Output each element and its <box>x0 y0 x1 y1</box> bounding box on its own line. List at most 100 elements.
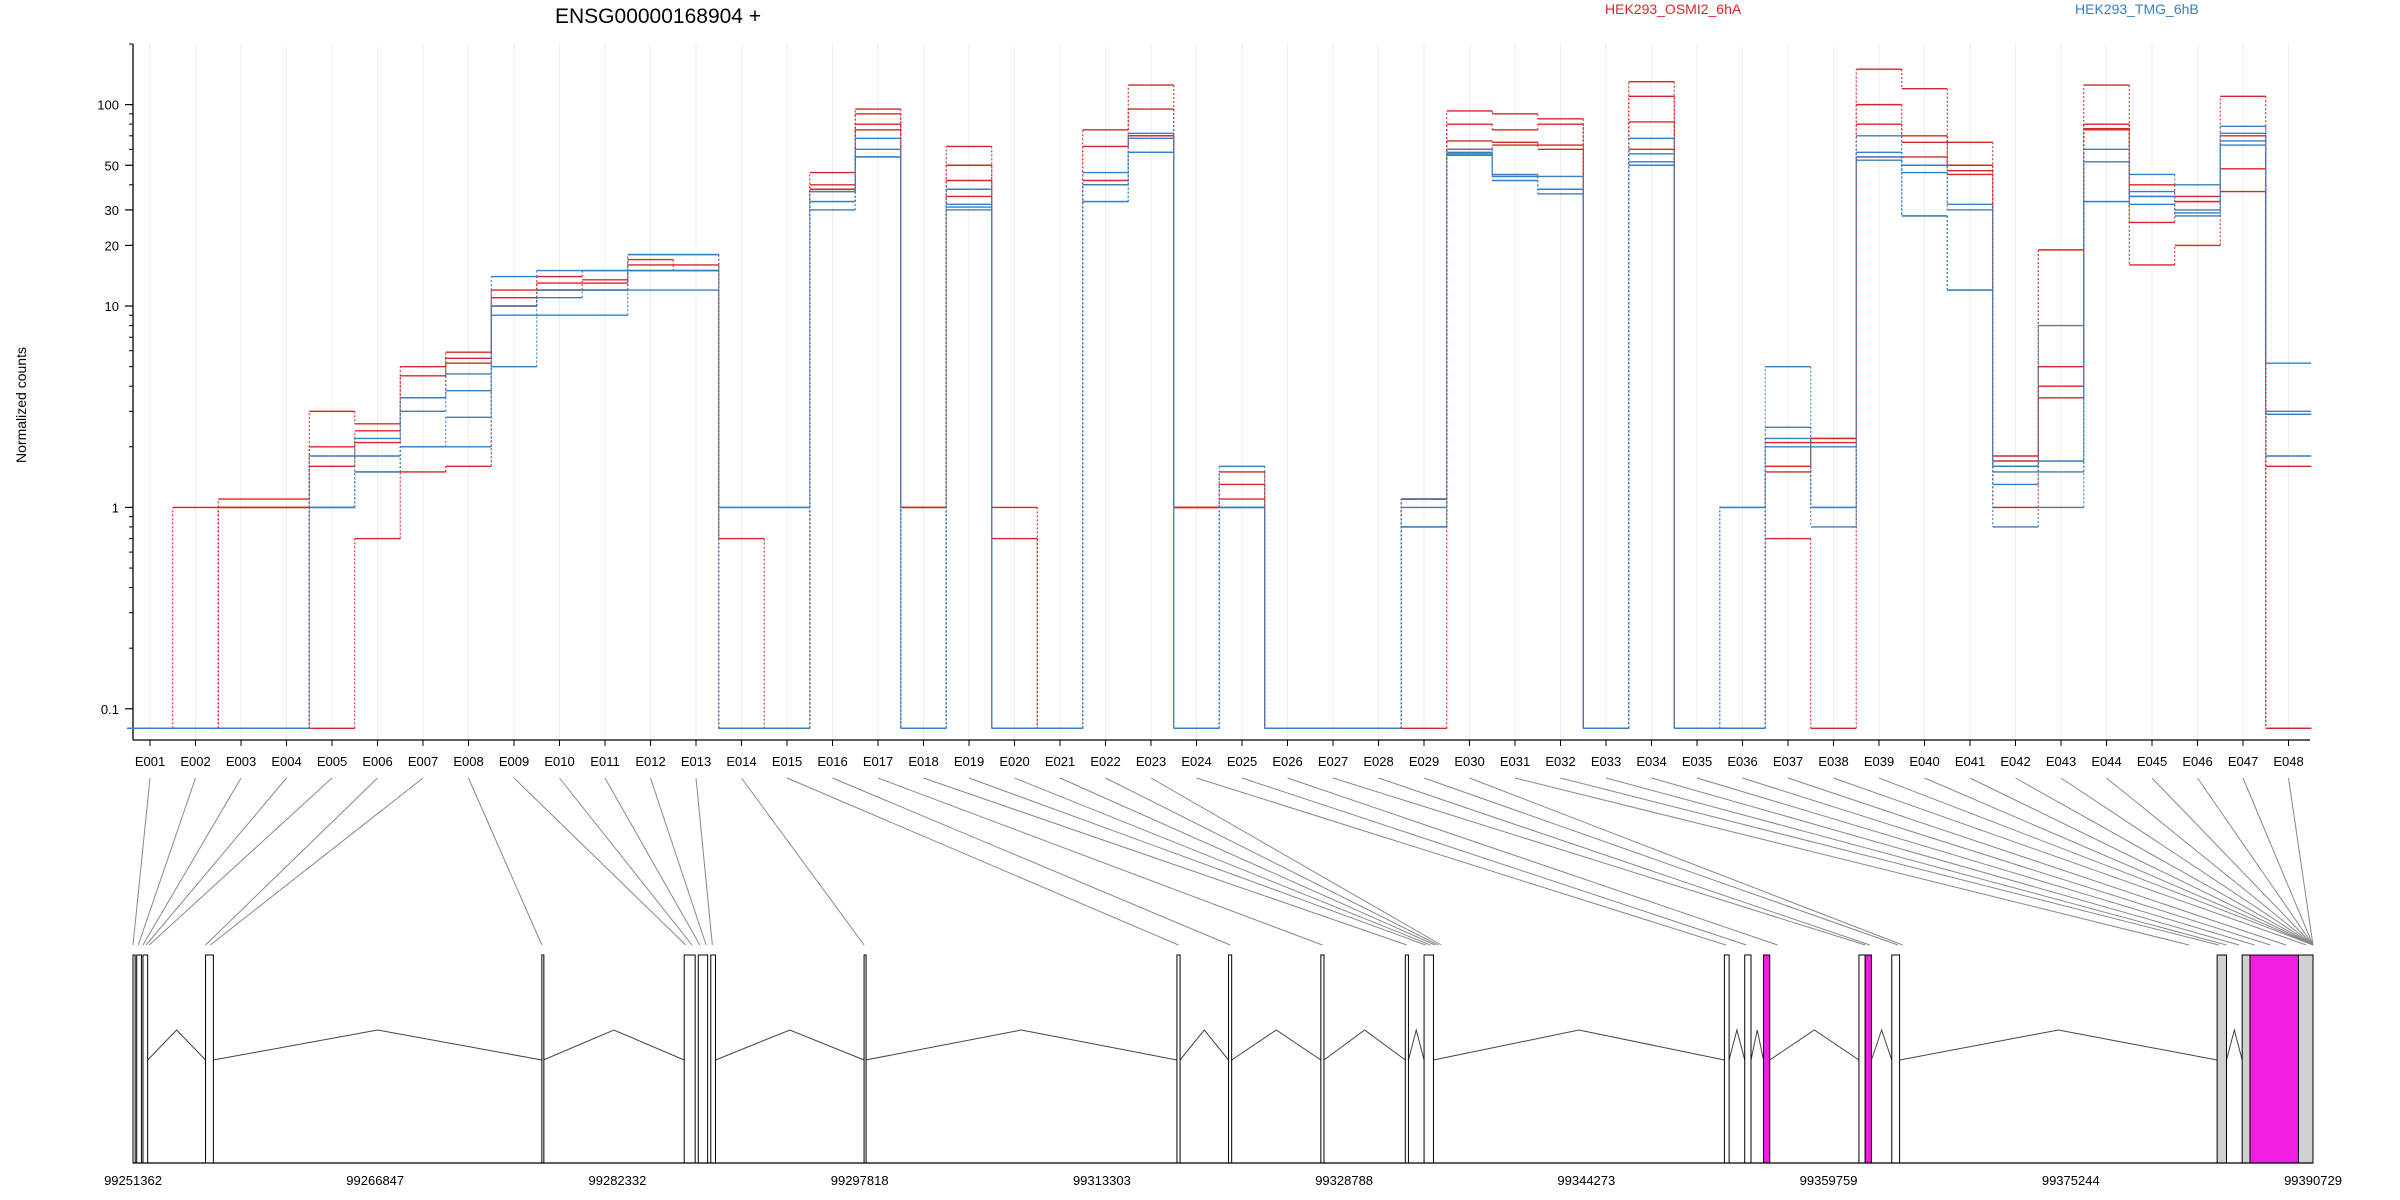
genomic-tick-label: 99251362 <box>104 1173 162 1188</box>
exon-connector <box>1833 777 2307 946</box>
x-tick-label: E044 <box>2091 754 2121 769</box>
intron-line <box>1231 1029 1322 1061</box>
x-tick-label: E001 <box>135 754 165 769</box>
x-tick-label: E030 <box>1454 754 1484 769</box>
series-line <box>127 68 2312 730</box>
exon-connector <box>923 777 1408 946</box>
intron-line <box>1769 1029 1860 1061</box>
genomic-tick-label: 99359759 <box>1800 1173 1858 1188</box>
x-tick-label: E023 <box>1136 754 1166 769</box>
exon-connector <box>1150 777 1442 946</box>
intron-line <box>1728 1028 1746 1061</box>
x-tick-label: E007 <box>408 754 438 769</box>
y-tick-label: 0.1 <box>101 702 119 717</box>
exon-connectors <box>132 777 2314 946</box>
x-tick-label: E014 <box>726 754 756 769</box>
x-tick-label: E048 <box>2273 754 2303 769</box>
exon-connector <box>559 777 693 946</box>
x-tick-label: E032 <box>1545 754 1575 769</box>
x-tick-label: E025 <box>1227 754 1257 769</box>
exon-connector <box>1196 777 1727 946</box>
exon-connector <box>604 777 701 946</box>
exon-connector <box>148 777 333 946</box>
exon-connector <box>1924 777 2314 946</box>
exon-connector <box>1332 777 1866 946</box>
genomic-tick-label: 99344273 <box>1557 1173 1615 1188</box>
intron-line <box>213 1029 542 1061</box>
exon-block <box>1423 954 1434 1164</box>
x-tick-label: E039 <box>1864 754 1894 769</box>
genomic-tick-label: 99328788 <box>1315 1173 1373 1188</box>
exon-connector <box>1605 777 2227 946</box>
exon-block <box>1744 954 1752 1164</box>
y-tick-label: 10 <box>105 299 119 314</box>
x-tick-label: E018 <box>908 754 938 769</box>
plot-area: 0.1 1 10 20 30 50 100 E001 E002 E003 E004 E005 E006 E… <box>97 43 2312 769</box>
y-tick-label: 30 <box>105 203 119 218</box>
intron-line <box>1407 1028 1425 1061</box>
exon-block <box>710 954 716 1164</box>
y-tick-label: 100 <box>97 98 119 113</box>
exon-connector <box>142 777 242 946</box>
exon-block <box>863 954 867 1164</box>
x-tick-label: E022 <box>1090 754 1120 769</box>
exon-connector <box>1059 777 1436 946</box>
x-tick-label: E008 <box>453 754 483 769</box>
exon-connector <box>1560 777 2219 946</box>
x-tick-label: E019 <box>954 754 984 769</box>
x-tick-label: E011 <box>590 754 619 769</box>
intron-line <box>147 1029 206 1061</box>
exon-block <box>1404 954 1409 1164</box>
exon-connector <box>695 777 713 946</box>
exon-block <box>142 954 149 1164</box>
intron-line <box>1323 1029 1406 1061</box>
exon-block <box>1864 954 1872 1164</box>
chart-title: ENSG00000168904 + <box>555 5 761 28</box>
exon-connector <box>877 777 1323 946</box>
x-tick-label: E038 <box>1818 754 1848 769</box>
x-tick-label: E027 <box>1318 754 1348 769</box>
exon-block <box>1891 954 1901 1164</box>
x-tick-label: E036 <box>1727 754 1757 769</box>
x-tick-label: E017 <box>863 754 893 769</box>
y-tick-label: 1 <box>112 500 119 515</box>
x-tick-label: E013 <box>681 754 711 769</box>
intron-line <box>1433 1029 1725 1061</box>
intron-line <box>1870 1028 1893 1061</box>
exon-connector <box>1469 777 1903 946</box>
exon-block <box>136 954 142 1164</box>
exon-connector <box>1696 777 2255 946</box>
exon-block <box>2216 954 2228 1164</box>
exon-block <box>683 954 696 1164</box>
genomic-tick-label: 99313303 <box>1073 1173 1131 1188</box>
x-tick-label: E015 <box>772 754 802 769</box>
exon-connector <box>786 777 1179 946</box>
exon-block <box>2297 954 2314 1164</box>
exon-connector <box>1423 777 1899 946</box>
exon-block <box>205 954 214 1164</box>
exon-block <box>2249 954 2299 1164</box>
exon-connector <box>2288 777 2314 946</box>
exon-connector <box>513 777 687 946</box>
exon-connector <box>1014 777 1431 946</box>
exon-connector <box>650 777 707 946</box>
x-tick-label: E034 <box>1636 754 1666 769</box>
exon-connector <box>132 777 151 946</box>
series-line <box>127 144 2312 730</box>
gene-model: 99251362 99266847 99282332 99297818 99313303… <box>104 954 2342 1188</box>
series-line <box>127 95 2312 730</box>
x-tick-label: E042 <box>2000 754 2030 769</box>
exon-connector <box>1651 777 2240 946</box>
exon-connector <box>2015 777 2314 946</box>
x-tick-label: E021 <box>1045 754 1075 769</box>
exon-block <box>1228 954 1233 1164</box>
y-tick-label: 50 <box>105 158 119 173</box>
y-axis-label: Normalized counts <box>13 347 29 463</box>
x-tick-label: E029 <box>1409 754 1439 769</box>
exon-connector <box>741 777 865 946</box>
intron-line <box>1179 1029 1229 1061</box>
genomic-tick-label: 99375244 <box>2042 1173 2100 1188</box>
x-tick-label: E006 <box>362 754 392 769</box>
exon-connector <box>2151 777 2314 946</box>
